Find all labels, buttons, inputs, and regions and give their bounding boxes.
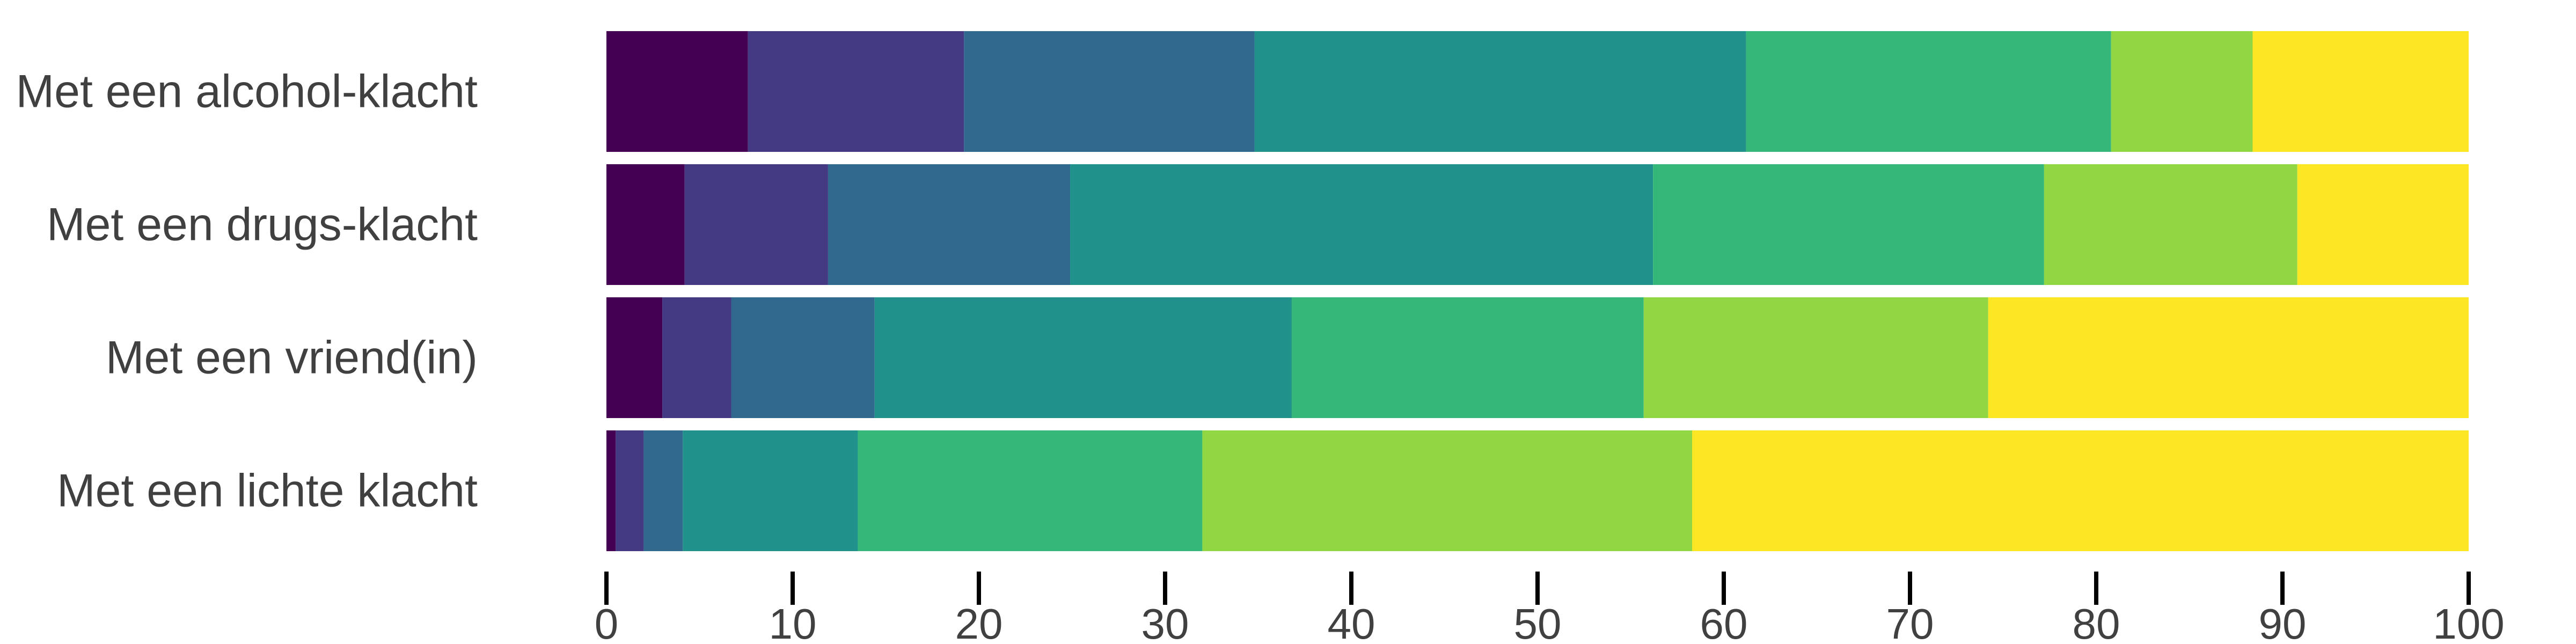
x-tick-label-30: 30 — [1141, 600, 1189, 644]
bar-met-een-drugs-klacht-segment-1 — [606, 164, 685, 285]
x-tick-label-70: 70 — [1886, 600, 1934, 644]
bar-met-een-drugs-klacht-segment-5 — [1653, 164, 2044, 285]
bar-met-een-alcohol-klacht-segment-4 — [1254, 31, 1746, 152]
x-axis: 0 10 20 30 40 50 60 70 80 90 100 — [595, 572, 2505, 644]
bar-met-een-lichte-klacht-segment-5 — [858, 430, 1203, 551]
bar-met-een-vriend-in-segment-3 — [731, 297, 875, 418]
bar-met-een-drugs-klacht-segment-7 — [2297, 164, 2469, 285]
x-tick-label-90: 90 — [2259, 600, 2307, 644]
bar-met-een-alcohol-klacht-segment-2 — [748, 31, 964, 152]
bar-met-een-alcohol-klacht-segment-6 — [2111, 31, 2253, 152]
category-label-met-een-drugs-klacht: Met een drugs-klacht — [47, 199, 478, 251]
x-tick-label-60: 60 — [1700, 600, 1748, 644]
bar-met-een-lichte-klacht-segment-1 — [606, 430, 616, 551]
bar-met-een-drugs-klacht-segment-2 — [684, 164, 828, 285]
bar-met-een-alcohol-klacht-segment-3 — [964, 31, 1255, 152]
bar-met-een-lichte-klacht-segment-6 — [1202, 430, 1693, 551]
bar-met-een-vriend-in-segment-5 — [1291, 297, 1644, 418]
bars-group — [606, 31, 2469, 551]
bar-met-een-alcohol-klacht-segment-5 — [1746, 31, 2111, 152]
bar-met-een-lichte-klacht-segment-2 — [616, 430, 644, 551]
x-tick-label-10: 10 — [769, 600, 817, 644]
bar-met-een-vriend-in-segment-4 — [874, 297, 1292, 418]
category-label-met-een-vriend-in: Met een vriend(in) — [106, 332, 478, 384]
bar-met-een-vriend-in-segment-2 — [662, 297, 731, 418]
bar-met-een-vriend-in-segment-1 — [606, 297, 663, 418]
x-tick-label-0: 0 — [595, 600, 619, 644]
bar-met-een-alcohol-klacht-segment-1 — [606, 31, 748, 152]
category-labels: Met een alcohol-klacht Met een drugs-klac… — [16, 66, 478, 517]
bar-met-een-lichte-klacht-segment-7 — [1692, 430, 2469, 551]
x-tick-label-80: 80 — [2073, 600, 2120, 644]
x-tick-label-50: 50 — [1514, 600, 1562, 644]
category-label-met-een-alcohol-klacht: Met een alcohol-klacht — [16, 66, 478, 118]
x-tick-label-40: 40 — [1328, 600, 1375, 644]
category-label-met-een-lichte-klacht: Met een lichte klacht — [57, 465, 478, 517]
bar-met-een-lichte-klacht-segment-4 — [683, 430, 858, 551]
x-tick-label-20: 20 — [955, 600, 1003, 644]
bar-met-een-drugs-klacht-segment-3 — [828, 164, 1071, 285]
bar-met-een-lichte-klacht-segment-3 — [643, 430, 683, 551]
bar-met-een-drugs-klacht-segment-6 — [2044, 164, 2297, 285]
bar-met-een-alcohol-klacht-segment-7 — [2252, 31, 2469, 152]
bar-met-een-vriend-in-segment-6 — [1643, 297, 1988, 418]
bar-met-een-drugs-klacht-segment-4 — [1070, 164, 1653, 285]
x-tick-label-100: 100 — [2433, 600, 2504, 644]
bar-met-een-vriend-in-segment-7 — [1988, 297, 2469, 418]
